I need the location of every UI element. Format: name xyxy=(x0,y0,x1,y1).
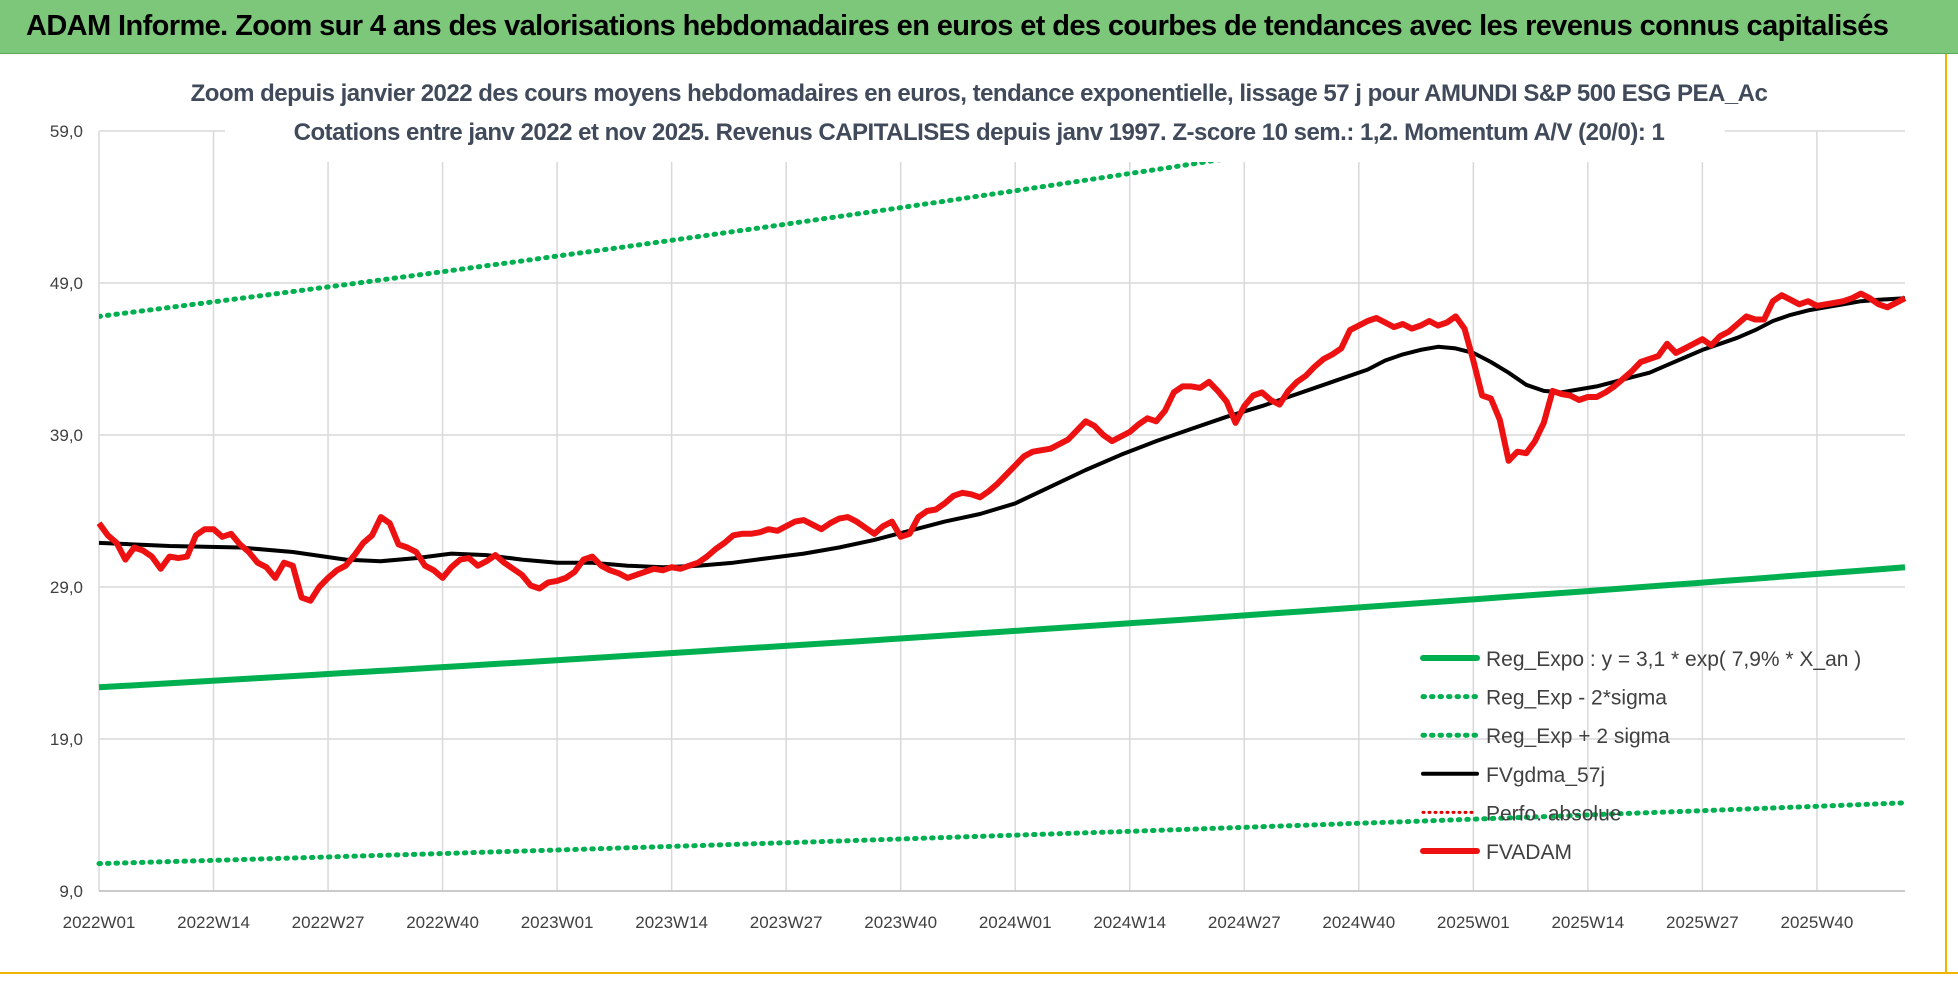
y-tick-label: 39,0 xyxy=(50,426,83,445)
series-reg-plus-2sigma xyxy=(99,108,1562,319)
y-tick-label: 59,0 xyxy=(50,122,83,141)
report-title: ADAM Informe. Zoom sur 4 ans des valoris… xyxy=(26,10,1889,42)
frame-edge-right xyxy=(1945,54,1958,972)
chart-grid xyxy=(98,130,1905,892)
legend-label: Perfo. absolue xyxy=(1486,802,1621,825)
y-tick-label: 29,0 xyxy=(50,578,83,597)
x-axis-ticks: 2022W01 2022W14 2022W27 2022W40 2023W01 2023W… xyxy=(63,913,1854,932)
x-tick-label: 2022W40 xyxy=(406,913,479,932)
report-banner: ADAM Informe. Zoom sur 4 ans des valoris… xyxy=(0,0,1958,54)
series-fvgdma-57j xyxy=(98,296,1906,570)
x-tick-label: 2023W01 xyxy=(521,913,594,932)
x-tick-label: 2023W14 xyxy=(635,913,708,932)
legend-label: Reg_Exp + 2 sigma xyxy=(1486,725,1670,748)
x-tick-label: 2023W40 xyxy=(864,913,937,932)
x-tick-label: 2025W14 xyxy=(1551,913,1624,932)
x-tick-label: 2022W14 xyxy=(177,913,250,932)
chart-series xyxy=(96,72,1908,867)
frame-edge-bottom xyxy=(0,972,1958,984)
chart-legend: Reg_Expo : y = 3,1 * exp( 7,9% * X_an ) R… xyxy=(1420,648,1861,864)
x-tick-label: 2024W01 xyxy=(979,913,1052,932)
y-tick-label: 9,0 xyxy=(59,882,83,901)
series-reg-minus-2sigma xyxy=(96,800,1908,867)
legend-label: FVgdma_57j xyxy=(1486,764,1605,787)
series-fvadam xyxy=(96,290,1907,604)
y-tick-label: 19,0 xyxy=(50,730,83,749)
x-tick-label: 2025W27 xyxy=(1666,913,1739,932)
legend-label: Reg_Expo : y = 3,1 * exp( 7,9% * X_an ) xyxy=(1486,648,1861,671)
x-tick-label: 2022W27 xyxy=(292,913,365,932)
chart-subtitle: Cotations entre janv 2022 et nov 2025. R… xyxy=(293,119,1665,146)
y-tick-label: 49,0 xyxy=(50,274,83,293)
legend-label: Reg_Exp - 2*sigma xyxy=(1486,687,1667,710)
x-tick-label: 2024W14 xyxy=(1093,913,1166,932)
x-tick-label: 2022W01 xyxy=(63,913,136,932)
x-tick-label: 2023W27 xyxy=(750,913,823,932)
legend-label: FVADAM xyxy=(1486,841,1572,864)
x-tick-label: 2025W40 xyxy=(1781,913,1854,932)
x-tick-label: 2024W27 xyxy=(1208,913,1281,932)
chart-title: Zoom depuis janvier 2022 des cours moyen… xyxy=(190,80,1768,107)
y-axis-ticks: 9,0 19,0 29,0 39,0 49,0 59,0 xyxy=(50,122,83,901)
x-tick-label: 2024W40 xyxy=(1322,913,1395,932)
series-reg-expo xyxy=(98,564,1906,691)
title-backdrop xyxy=(225,72,1725,162)
x-tick-label: 2025W01 xyxy=(1437,913,1510,932)
